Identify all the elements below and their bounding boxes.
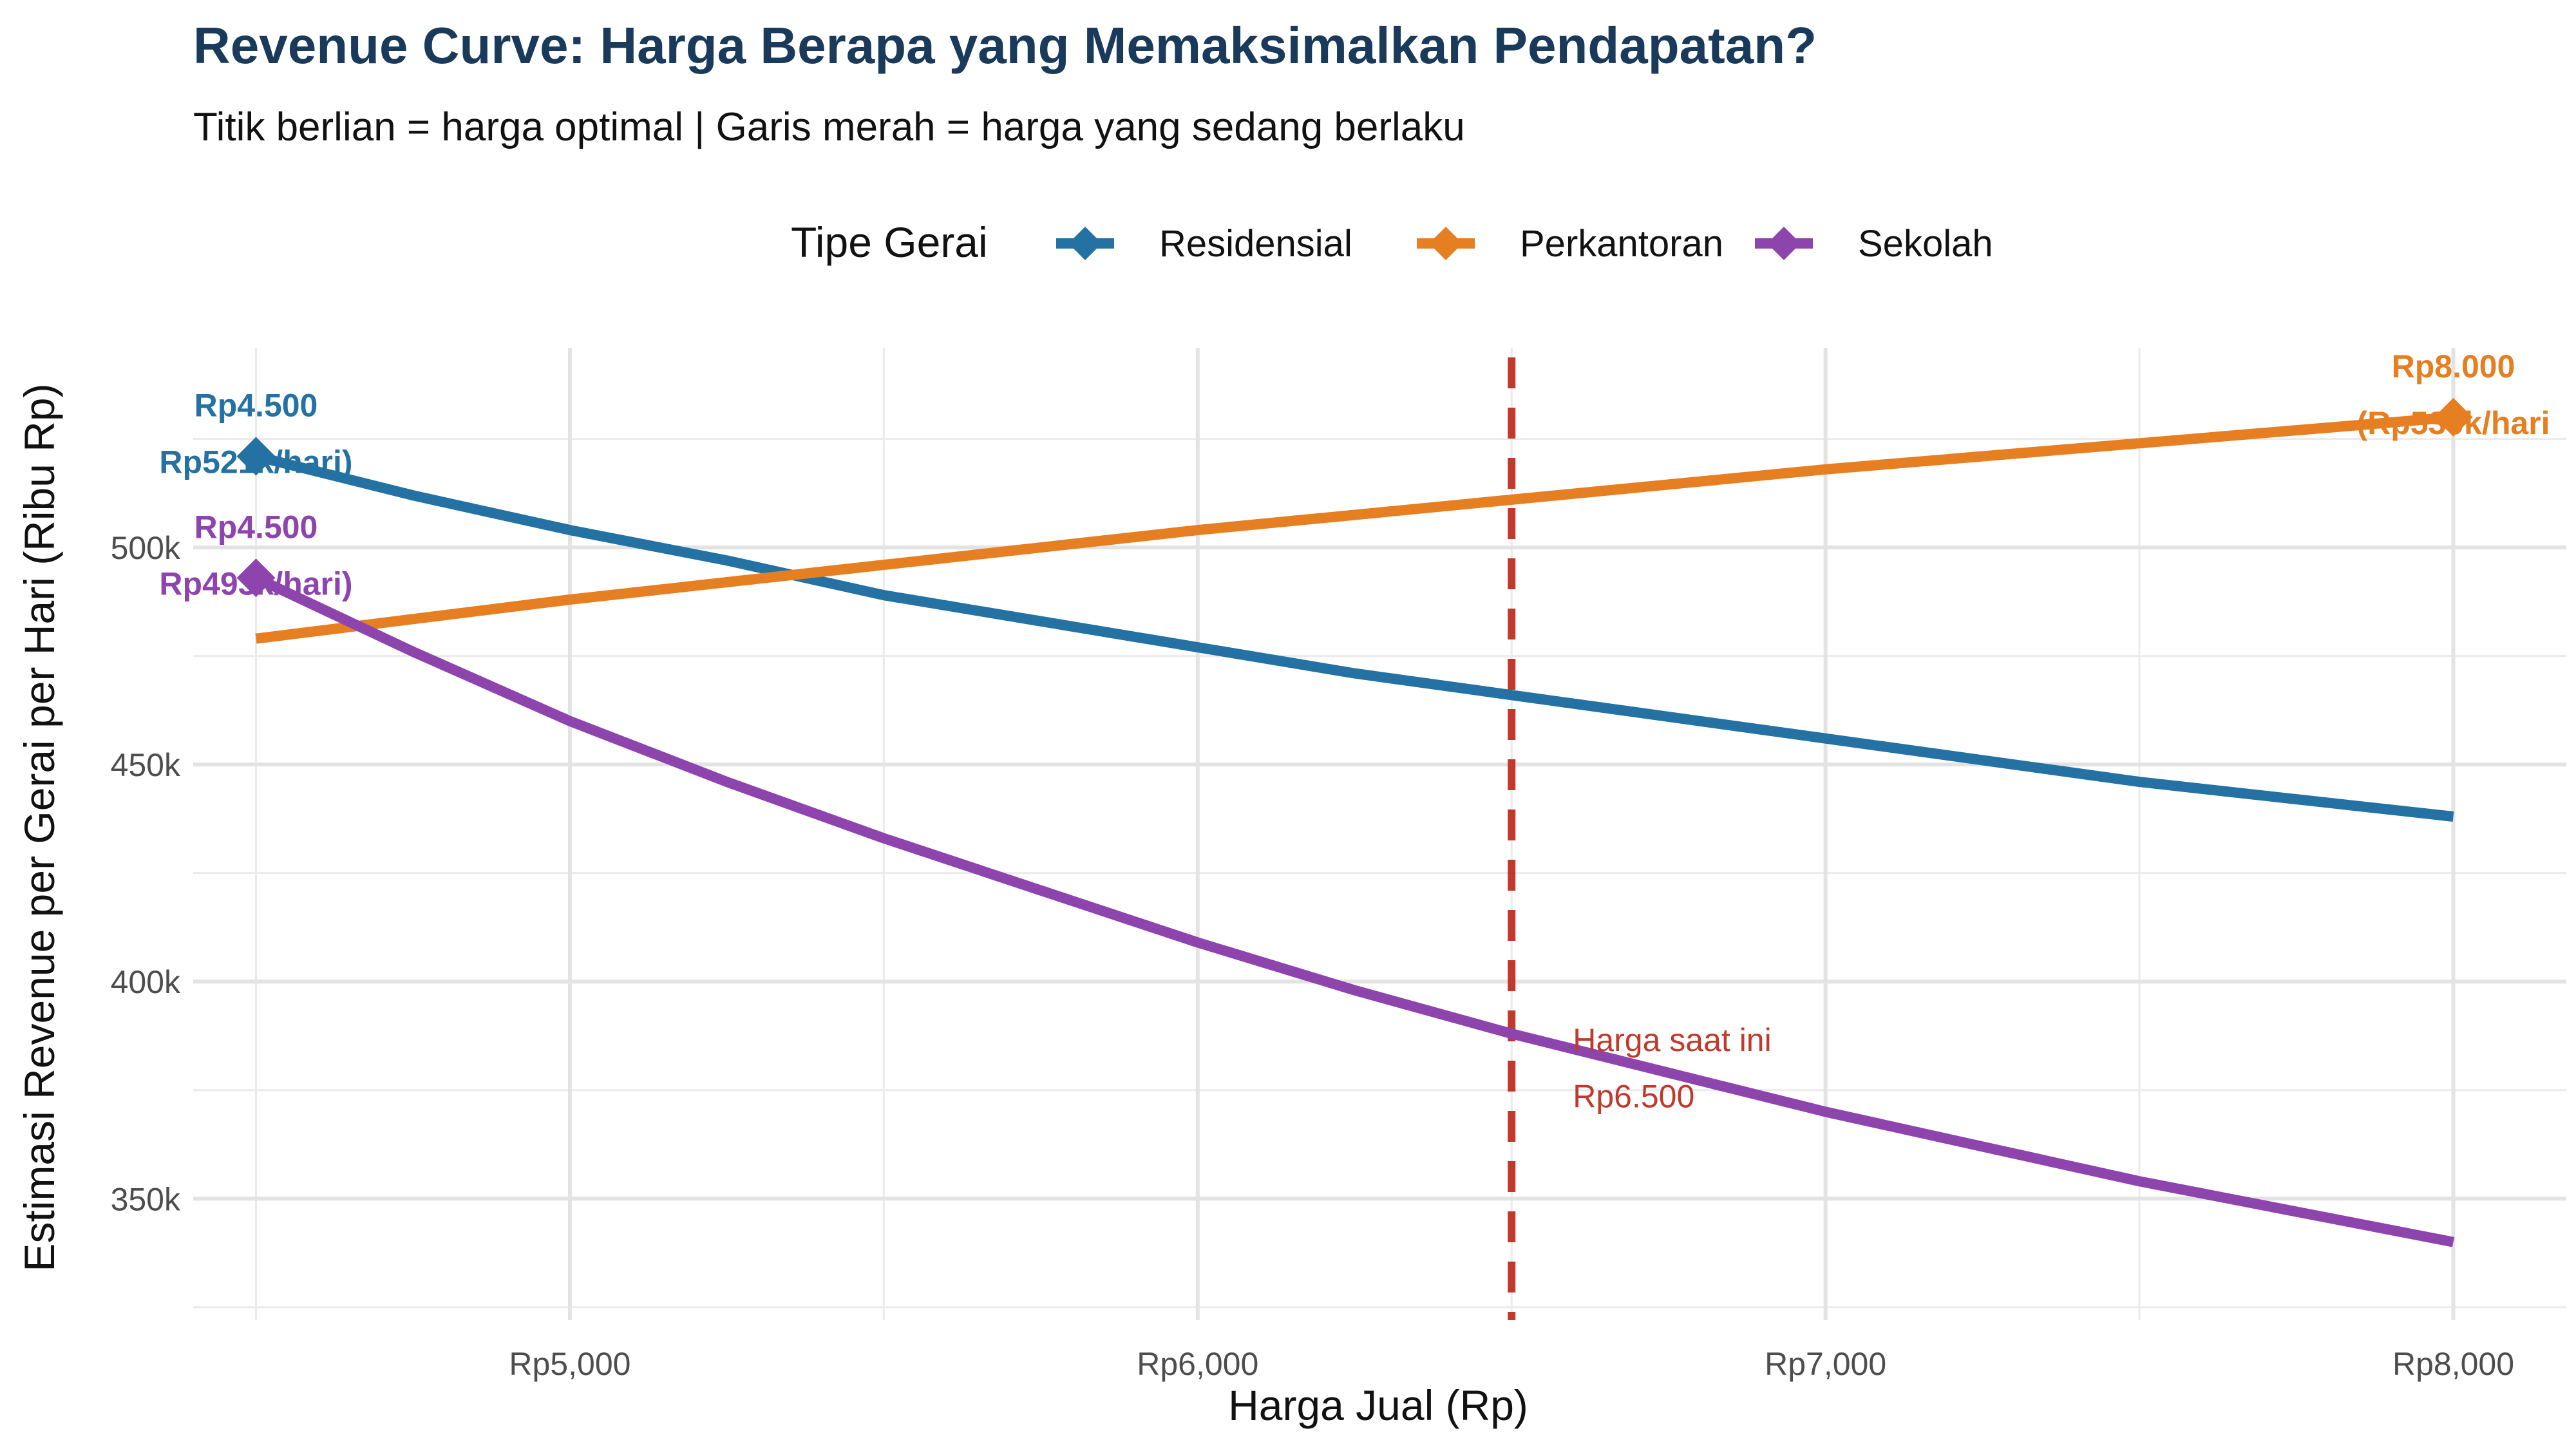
x-tick-label: Rp7,000 [1765, 1346, 1886, 1382]
optimal-price-label-perkantoran: Rp8.000 [2392, 348, 2515, 384]
legend-swatch-diamond-sekolah [1767, 227, 1801, 260]
series-group [254, 412, 2455, 1247]
y-tick-label: 350k [111, 1181, 181, 1217]
legend-title: Tipe Gerai [791, 218, 988, 266]
y-tick-label: 450k [111, 747, 181, 783]
legend-label-sekolah: Sekolah [1858, 223, 1993, 265]
series-line-residensial [254, 451, 2454, 822]
current-price-label: Harga saat ini [1573, 1022, 1772, 1058]
current-price-value: Rp6.500 [1573, 1079, 1694, 1115]
y-axis-title: Estimasi Revenue per Gerai per Hari (Rib… [15, 383, 63, 1271]
annotations: Rp4.500 Rp521k/hari) Rp8.000 (Rp530k/hari Rp… [159, 348, 2550, 1115]
x-axis-title: Harga Jual (Rp) [1228, 1381, 1528, 1429]
optimal-revenue-label-residensial: Rp521k/hari) [159, 444, 352, 480]
legend-swatch-diamond-perkantoran [1429, 227, 1463, 260]
optimal-price-label-residensial: Rp4.500 [194, 388, 318, 424]
legend-swatch-diamond-residensial [1068, 227, 1102, 260]
chart-subtitle: Titik berlian = harga optimal | Garis me… [193, 105, 1465, 149]
optimal-price-label-sekolah: Rp4.500 [194, 509, 318, 545]
y-tick-label: 500k [111, 530, 181, 566]
chart-title: Revenue Curve: Harga Berapa yang Memaksi… [193, 17, 1817, 74]
optimal-point-sekolah [236, 558, 276, 598]
optimal-revenue-label-sekolah: Rp493k/hari) [159, 565, 352, 601]
series-line-perkantoran [255, 412, 2454, 644]
legend: Tipe Gerai Residensial Perkantoran Sekolah [791, 218, 1993, 266]
x-tick-label: Rp6,000 [1137, 1346, 1258, 1382]
axes: 350k 400k 450k 500k Rp5,000 Rp6,000 Rp7,000 Rp8… [111, 530, 2514, 1382]
legend-label-perkantoran: Perkantoran [1520, 223, 1723, 265]
optimal-point-perkantoran [2434, 397, 2473, 437]
x-tick-label: Rp8,000 [2392, 1346, 2514, 1382]
grid [193, 348, 2566, 1320]
y-tick-label: 400k [111, 964, 181, 1000]
optimal-revenue-label-perkantoran: (Rp530k/hari [2356, 405, 2550, 441]
x-tick-label: Rp5,000 [509, 1346, 630, 1382]
legend-label-residensial: Residensial [1159, 223, 1352, 265]
series-line-sekolah [254, 573, 2455, 1247]
optimal-point-residensial [236, 437, 276, 476]
